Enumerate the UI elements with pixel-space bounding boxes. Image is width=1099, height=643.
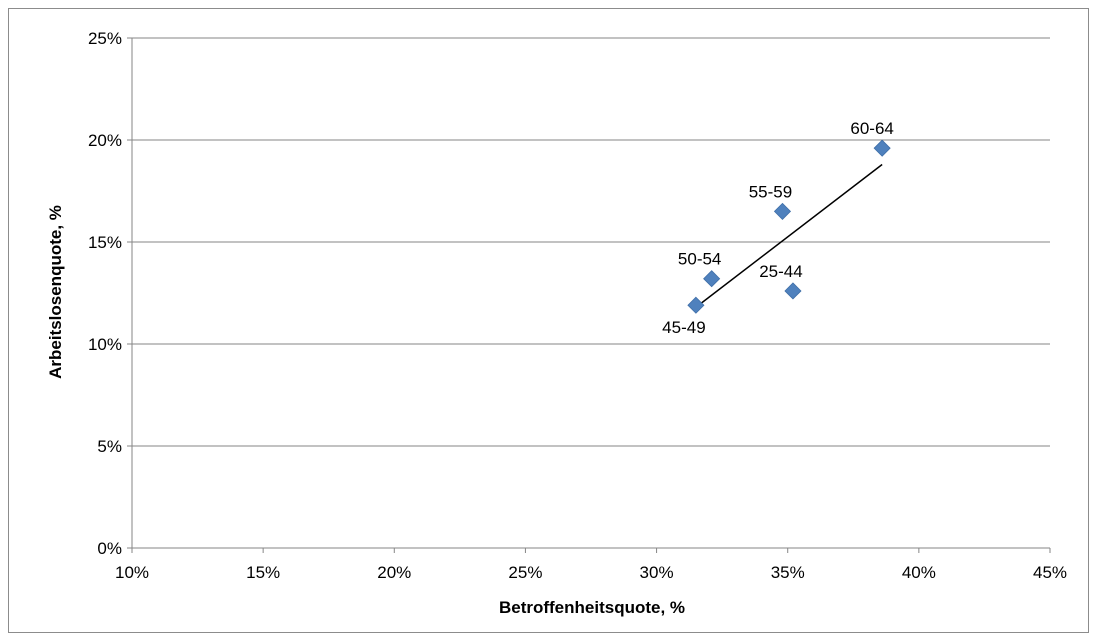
- y-tick-label-0: 0%: [97, 539, 122, 558]
- x-tick-labels: 10% 15% 20% 25% 30% 35% 40% 45%: [115, 563, 1067, 582]
- data-label-50-54: 50-54: [678, 250, 721, 269]
- data-point-25-44: [784, 282, 802, 300]
- trendline: [695, 163, 883, 308]
- data-label-55-59: 55-59: [749, 182, 792, 201]
- y-tick-label-3: 15%: [88, 233, 122, 252]
- axes: [127, 37, 1051, 553]
- chart-frame: [8, 8, 1089, 633]
- x-axis-title: Betroffenheitsquote, %: [499, 598, 685, 617]
- x-tick-label-3: 25%: [508, 563, 542, 582]
- x-tick-label-7: 45%: [1033, 563, 1067, 582]
- y-tick-labels: 0% 5% 10% 15% 20% 25%: [88, 29, 122, 558]
- data-label-25-44: 25-44: [759, 262, 802, 281]
- data-label-45-49: 45-49: [662, 318, 705, 337]
- data-label-60-64: 60-64: [850, 119, 893, 138]
- y-tick-label-5: 25%: [88, 29, 122, 48]
- x-tick-label-5: 35%: [771, 563, 805, 582]
- data-labels: 45-49 50-54 55-59 25-44 60-64: [662, 119, 894, 337]
- y-tick-label-4: 20%: [88, 131, 122, 150]
- data-point-45-49: [687, 296, 705, 314]
- x-tick-label-6: 40%: [902, 563, 936, 582]
- y-tick-label-1: 5%: [97, 437, 122, 456]
- x-tick-label-4: 30%: [640, 563, 674, 582]
- y-tick-label-2: 10%: [88, 335, 122, 354]
- gridlines: [132, 37, 1050, 447]
- data-points: [687, 139, 891, 314]
- data-point-60-64: [873, 139, 891, 157]
- data-point-55-59: [773, 202, 792, 220]
- x-tick-label-1: 15%: [246, 563, 280, 582]
- x-tick-label-0: 10%: [115, 563, 149, 582]
- trendline-group: [695, 163, 883, 308]
- x-tick-label-2: 20%: [377, 563, 411, 582]
- y-axis-title: Arbeitslosenquote, %: [46, 205, 65, 379]
- data-point-50-54: [703, 270, 721, 288]
